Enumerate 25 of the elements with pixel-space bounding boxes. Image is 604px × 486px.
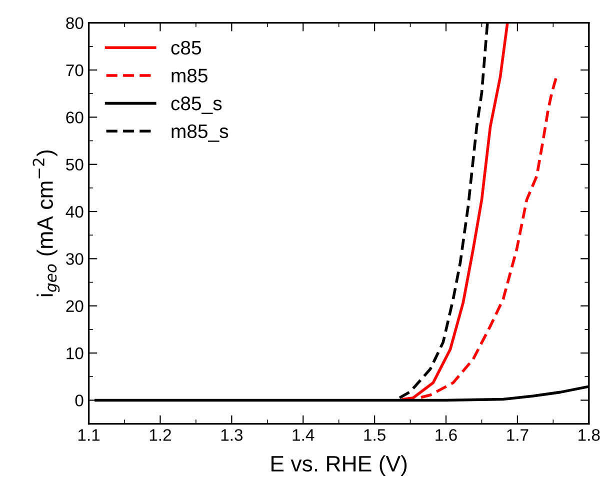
y-tick-label: 80 [66,17,84,30]
legend-label: c85 [171,40,201,55]
line-series [402,22,509,401]
legend-label: m85 [172,68,208,82]
legend-label: c85_s [171,96,222,114]
y-tick-label: 20 [66,300,84,312]
x-tick-label: 1.8 [578,429,600,441]
x-tick-label: 1.4 [292,429,314,441]
x-tick-label: 1.1 [78,429,100,441]
x-tick-label: 1.5 [364,429,386,441]
legend-label: m85_s [172,124,228,142]
y-tick-label: 0 [75,394,84,406]
x-tick-label: 1.6 [436,429,457,441]
y-tick-label: 50 [66,158,84,171]
y-tick-label: 60 [66,112,84,124]
line-series [420,76,558,399]
x-tick-label: 1.7 [507,429,528,441]
x-axis-title: E vs. RHE (V) [272,455,407,476]
y-tick-label: 10 [66,347,84,360]
y-axis-title: i$_{geo}$ (mA cm$^{−2}$) [32,150,60,296]
y-tick-label: 40 [66,206,84,218]
y-tick-label: 70 [66,64,84,76]
x-tick-label: 1.2 [150,429,171,441]
x-tick-label: 1.3 [221,429,243,441]
y-tick-label: 30 [66,253,84,265]
